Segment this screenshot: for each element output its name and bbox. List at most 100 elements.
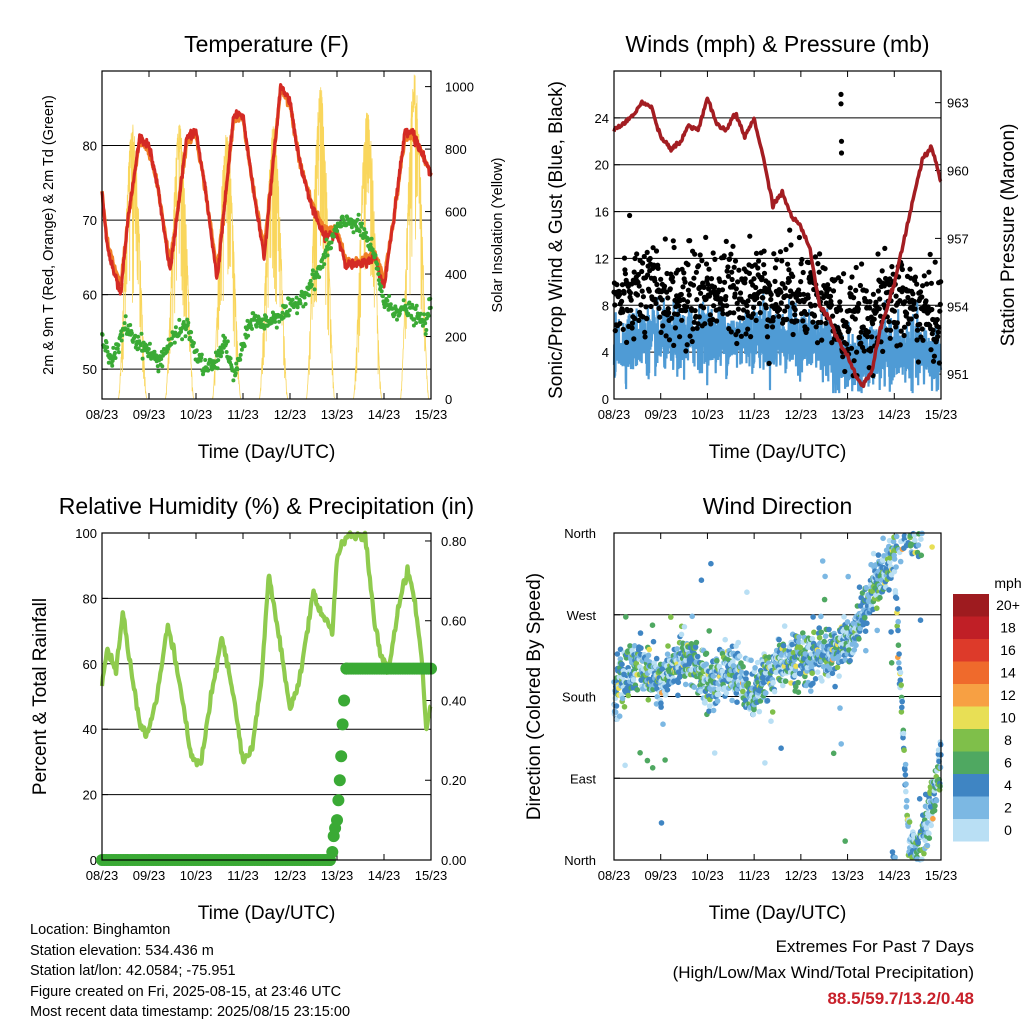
- direction-point: [887, 559, 893, 565]
- direction-point: [795, 679, 801, 686]
- gust-point: [685, 299, 691, 305]
- dewpoint-point: [312, 287, 317, 292]
- direction-point: [899, 704, 905, 711]
- dewpoint-point: [310, 268, 315, 273]
- direction-point: [689, 613, 695, 620]
- gust-point: [846, 326, 852, 332]
- x-tick-label: 12/23: [274, 407, 307, 422]
- direction-point: [617, 646, 624, 653]
- dewpoint-point: [331, 234, 336, 239]
- gust-point: [790, 273, 796, 279]
- direction-point: [901, 747, 907, 753]
- rainfall-point: [333, 774, 346, 787]
- dewpoint-point: [254, 324, 259, 329]
- gust-point: [930, 327, 936, 333]
- gust-point: [935, 329, 941, 335]
- direction-point: [821, 638, 827, 645]
- rainfall-point: [335, 750, 348, 763]
- direction-point: [918, 536, 924, 542]
- gust-point: [898, 328, 904, 334]
- gust-point: [753, 317, 759, 323]
- y2-tick-label: 0.40: [441, 693, 466, 708]
- gust-point: [786, 267, 792, 273]
- gust-point: [683, 348, 689, 354]
- direction-point: [921, 850, 927, 857]
- gust-point: [736, 267, 742, 273]
- y-tick-label: 80: [83, 591, 97, 606]
- gust-point: [684, 304, 690, 310]
- rainfall-point: [336, 718, 349, 731]
- direction-point: [662, 691, 669, 698]
- dewpoint-point: [295, 305, 300, 310]
- direction-point: [708, 560, 714, 567]
- gust-point: [735, 279, 741, 285]
- direction-point: [616, 713, 623, 719]
- direction-point: [902, 761, 909, 768]
- gust-point: [740, 315, 746, 321]
- direction-point: [810, 614, 816, 620]
- gust-point: [760, 295, 766, 301]
- gust-point: [917, 289, 924, 295]
- gust-point: [842, 368, 848, 375]
- y-tick-label: North: [564, 526, 596, 541]
- dewpoint-point: [414, 321, 419, 325]
- solar-insolation-line: [400, 74, 429, 400]
- dewpoint-point: [231, 378, 236, 383]
- gust-point: [701, 305, 707, 311]
- rainfall-point: [332, 794, 345, 807]
- direction-point: [734, 699, 740, 705]
- dewpoint-point: [177, 317, 182, 322]
- gust-point: [875, 288, 882, 294]
- gust-point: [788, 242, 794, 248]
- gust-point: [669, 315, 675, 321]
- y-tick-label: South: [562, 690, 596, 705]
- dewpoint-point: [147, 341, 152, 346]
- dewpoint-point: [355, 217, 360, 222]
- direction-point: [780, 682, 786, 689]
- direction-point: [776, 636, 782, 643]
- gust-point: [770, 314, 776, 321]
- dewpoint-point: [199, 355, 204, 360]
- dewpoint-point: [329, 240, 334, 245]
- y2-tick-label: 200: [445, 330, 467, 345]
- direction-point: [819, 678, 825, 684]
- gust-point: [632, 255, 638, 262]
- legend-label: 2: [1004, 800, 1012, 816]
- direction-point: [837, 705, 843, 711]
- gust-point: [724, 303, 730, 309]
- direction-point: [864, 620, 870, 627]
- gust-point: [650, 245, 656, 251]
- gust-point: [789, 300, 795, 306]
- pressure-line: [612, 96, 943, 388]
- dewpoint-point: [113, 356, 118, 360]
- gust-point: [707, 312, 713, 318]
- y2-tick-label: 400: [445, 267, 467, 282]
- gust-point: [706, 266, 712, 272]
- y-tick-label: 20: [595, 158, 609, 173]
- gust-point: [642, 334, 648, 340]
- direction-point: [808, 688, 814, 694]
- gust-point: [671, 244, 677, 251]
- gust-point: [641, 253, 647, 260]
- dewpoint-point: [406, 311, 411, 316]
- y2-axis-label: Solar Insolation (Yellow): [490, 157, 506, 312]
- y2-tick-label: 960: [947, 164, 969, 179]
- y2-tick-label: 600: [445, 205, 467, 220]
- dewpoint-point: [264, 315, 269, 319]
- direction-point: [841, 614, 847, 620]
- legend-swatch: [953, 774, 989, 797]
- gust-point: [730, 243, 736, 249]
- dewpoint-point: [166, 337, 171, 342]
- dewpoint-point: [225, 339, 230, 344]
- gust-point: [753, 284, 759, 291]
- direction-point: [844, 619, 851, 625]
- direction-point: [649, 765, 656, 771]
- dewpoint-point: [424, 328, 429, 332]
- gust-point: [764, 334, 771, 340]
- dewpoint-point: [356, 212, 361, 217]
- dewpoint-point: [329, 246, 333, 250]
- gust-point: [682, 279, 688, 285]
- direction-point: [646, 646, 653, 653]
- direction-point: [653, 701, 660, 707]
- gust-point: [735, 328, 741, 334]
